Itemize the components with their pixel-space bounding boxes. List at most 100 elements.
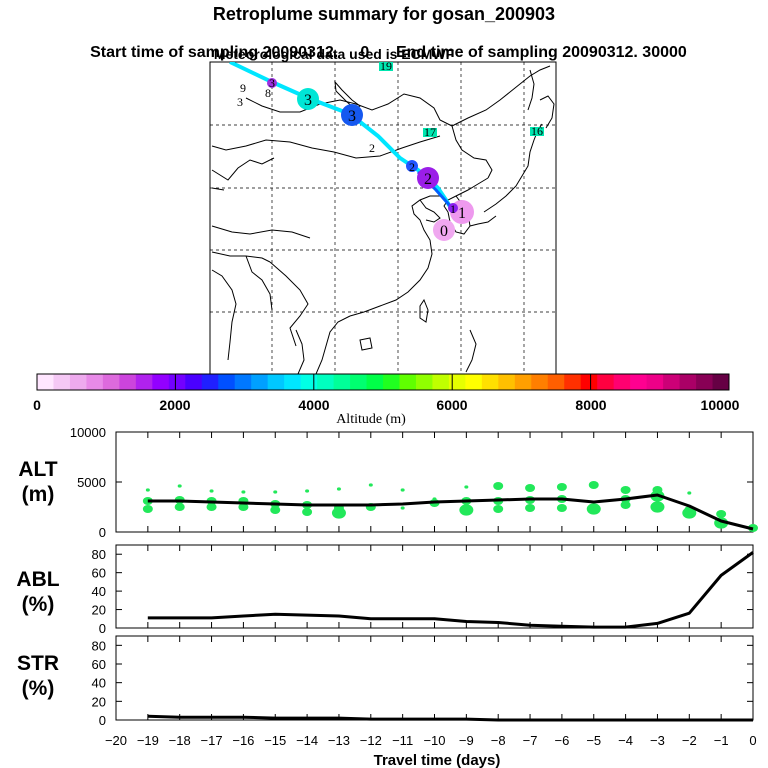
abl-ytick-label: 0 xyxy=(99,621,106,636)
x-tick-label: −10 xyxy=(423,733,445,748)
colorbar-cell xyxy=(547,374,565,390)
map-point: 2 xyxy=(406,160,418,174)
x-tick-label: −18 xyxy=(169,733,191,748)
cluster-point xyxy=(273,490,278,494)
alt-panel-frame xyxy=(115,431,754,533)
cluster-point xyxy=(331,507,346,519)
svg-text:0: 0 xyxy=(440,223,448,240)
alt-unit-label: (m) xyxy=(22,483,55,506)
colorbar-cell xyxy=(564,374,582,390)
x-tick-label: −3 xyxy=(650,733,665,748)
colorbar-label: 6000 xyxy=(436,397,467,413)
x-tick-label: −6 xyxy=(554,733,569,748)
colorbar-cell xyxy=(514,374,532,390)
str-unit-label: (%) xyxy=(22,677,55,700)
colorbar-label: 0 xyxy=(33,397,41,413)
colorbar-cell xyxy=(679,374,697,390)
str-series-line xyxy=(147,714,753,722)
svg-text:19: 19 xyxy=(380,59,392,73)
chart-subtitle: Start time of sampling 20090312. 0 End t… xyxy=(0,26,768,62)
x-tick-label: −14 xyxy=(296,733,318,748)
cluster-point xyxy=(206,503,217,511)
colorbar-cell xyxy=(135,374,153,390)
cluster-point xyxy=(556,483,567,491)
colorbar-cell xyxy=(712,374,730,390)
chart-met-subtitle: Meteorological data used is ECMWF xyxy=(213,46,455,62)
colorbar-cell xyxy=(86,374,104,390)
colorbar-cell xyxy=(399,374,417,390)
map-point: 3 xyxy=(267,76,277,90)
cluster-point xyxy=(525,504,536,512)
cluster-point xyxy=(145,488,150,492)
alt-ytick-label: 0 xyxy=(99,525,106,540)
map-point: 0 xyxy=(433,219,455,241)
x-tick-label: −12 xyxy=(360,733,382,748)
svg-text:3: 3 xyxy=(269,76,275,90)
colorbar-cell xyxy=(613,374,631,390)
colorbar-cell xyxy=(69,374,87,390)
time-series-panels: ALT (m) ABL (%) STR (%) 0 5000 10000 0 20 40 6… xyxy=(16,425,758,768)
cluster-point xyxy=(650,501,665,513)
colorbar-cell xyxy=(234,374,252,390)
alt-series-line xyxy=(147,493,754,531)
x-tick-label: −2 xyxy=(682,733,697,748)
cluster-point xyxy=(620,501,631,509)
x-tick-label: 0 xyxy=(749,733,756,748)
cluster-point xyxy=(400,506,405,510)
coastlines xyxy=(211,65,555,374)
x-tick-label: −15 xyxy=(264,733,286,748)
x-tick-label: −8 xyxy=(491,733,506,748)
alt-ytick-label: 10000 xyxy=(70,425,106,440)
colorbar-label: 2000 xyxy=(159,397,190,413)
map-point: 2 xyxy=(417,167,439,189)
subtitle-end: End time of sampling 20090312. 30000 xyxy=(395,44,687,61)
cluster-point xyxy=(682,507,697,519)
cluster-point xyxy=(209,489,214,493)
x-tick-label: −9 xyxy=(459,733,474,748)
colorbar-cell xyxy=(168,374,186,390)
cluster-point xyxy=(620,486,631,494)
map-grid xyxy=(210,62,556,374)
svg-text:17: 17 xyxy=(424,125,436,139)
map-point: 9 xyxy=(240,81,246,95)
str-ytick-label: 80 xyxy=(92,638,106,653)
colorbar-cell xyxy=(663,374,680,390)
colorbar-cell xyxy=(646,374,664,390)
cluster-point xyxy=(588,481,599,489)
colorbar-cell xyxy=(333,374,351,390)
cluster-point xyxy=(464,485,469,489)
map-point: 3 xyxy=(237,95,243,109)
map-frame xyxy=(209,61,557,375)
colorbar-cell xyxy=(448,374,466,390)
str-panel-frame xyxy=(115,635,754,721)
svg-text:2: 2 xyxy=(409,160,415,174)
svg-text:2: 2 xyxy=(424,171,432,188)
cluster-point xyxy=(142,505,153,513)
colorbar-cells xyxy=(37,374,730,390)
colorbar-title: Altitude (m) xyxy=(336,412,406,427)
map-point: 17 xyxy=(423,125,437,139)
colorbar-cell xyxy=(696,374,713,390)
colorbar-frame xyxy=(36,373,730,391)
colorbar-cell xyxy=(53,374,71,390)
abl-ytick-label: 80 xyxy=(92,547,106,562)
altitude-colorbar: 0 2000 4000 6000 8000 10000 Altitude (m) xyxy=(33,373,740,427)
colorbar-dividers xyxy=(174,374,592,390)
colorbar-cell xyxy=(300,374,318,390)
abl-series-line xyxy=(147,551,754,629)
cluster-point xyxy=(556,504,567,512)
plume-points: 0 1 1 2 2 xyxy=(237,59,544,241)
str-ytick-label: 0 xyxy=(99,713,106,728)
colorbar-label: 8000 xyxy=(575,397,606,413)
cluster-point xyxy=(174,503,185,511)
colorbar-cell xyxy=(251,374,269,390)
colorbar-cell xyxy=(201,374,219,390)
cluster-point xyxy=(459,504,474,516)
chart-title: Retroplume summary for gosan_200903 xyxy=(212,4,556,24)
x-tick-label: −11 xyxy=(392,733,413,748)
colorbar-cell xyxy=(580,374,598,390)
colorbar-cell xyxy=(597,374,615,390)
subtitle-start: Start time of sampling 20090312. 0 xyxy=(90,44,370,61)
map-point: 3 xyxy=(297,88,319,110)
